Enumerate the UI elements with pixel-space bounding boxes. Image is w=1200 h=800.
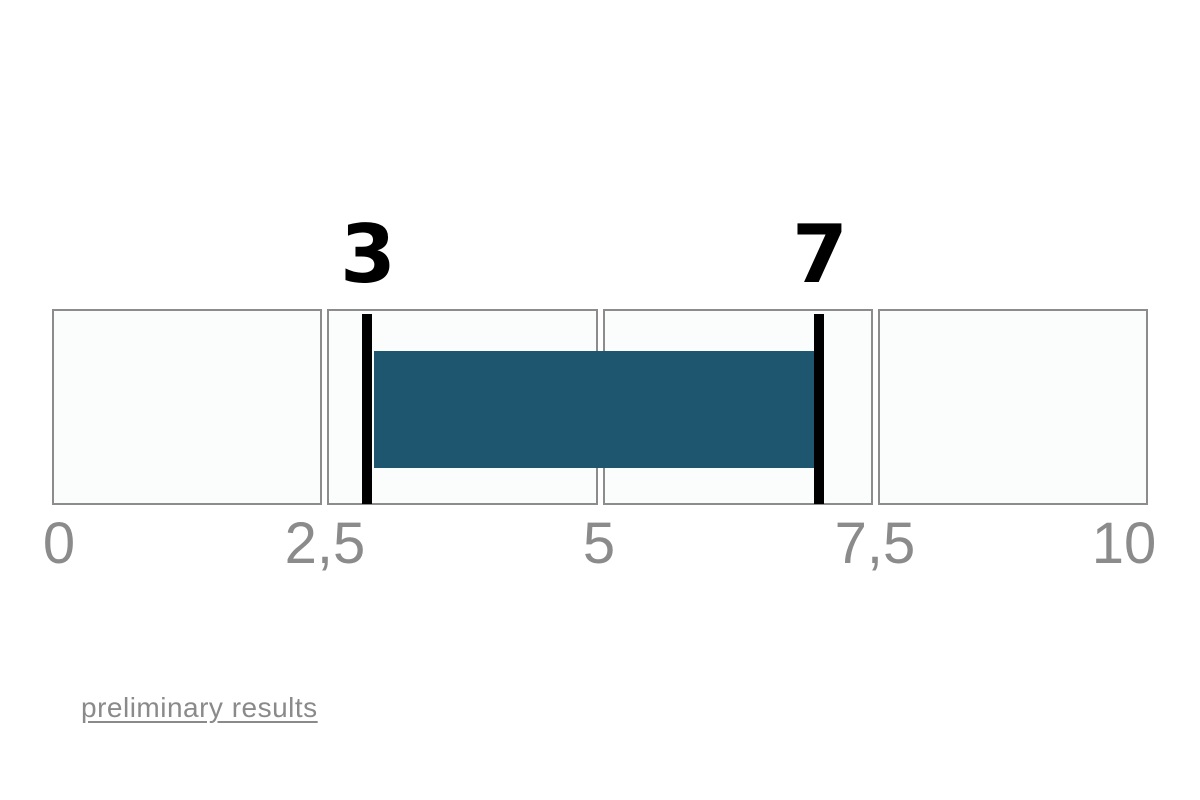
axis-tick-label-7-5: 7,5 bbox=[834, 511, 916, 576]
axis-tick-label-5: 5 bbox=[582, 511, 616, 576]
track-segment-1 bbox=[52, 309, 323, 505]
track-segment-4 bbox=[877, 309, 1148, 505]
axis-tick-label-10: 10 bbox=[1091, 511, 1157, 576]
range-start-marker bbox=[362, 314, 372, 504]
axis-tick-label-2-5: 2,5 bbox=[284, 511, 366, 576]
range-start-label: 3 bbox=[340, 208, 396, 301]
axis-tick-label-0: 0 bbox=[42, 511, 76, 576]
range-end-marker bbox=[814, 314, 824, 504]
range-end-label: 7 bbox=[792, 208, 848, 301]
range-bar bbox=[374, 351, 814, 468]
preliminary-results-link[interactable]: preliminary results bbox=[81, 692, 318, 723]
